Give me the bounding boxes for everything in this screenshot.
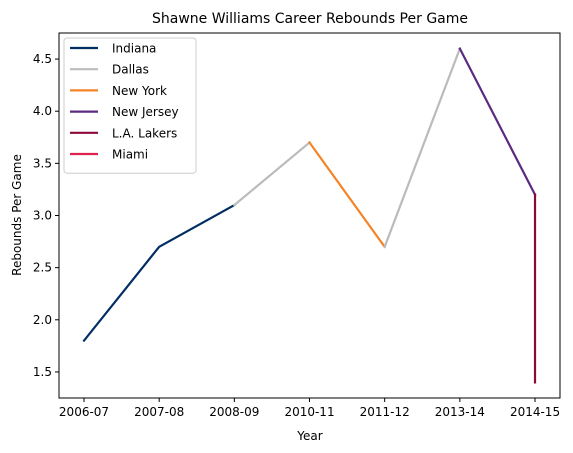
x-tick-label: 2006-07 (59, 405, 109, 419)
y-tick-label: 2.5 (33, 261, 52, 275)
y-tick-label: 3.0 (33, 209, 52, 223)
y-tick-label: 1.5 (33, 365, 52, 379)
y-tick-label: 2.0 (33, 313, 52, 327)
legend-label: Miami (112, 148, 148, 162)
chart-title: Shawne Williams Career Rebounds Per Game (152, 11, 468, 27)
legend-label: Indiana (112, 42, 156, 56)
plot-area: 2006-07 2007-08 2008-09 2010-11 2011-12 2013-… (33, 32, 561, 419)
legend-label: L.A. Lakers (112, 126, 177, 140)
legend-label: New Jersey (112, 105, 179, 119)
legend: Indiana Dallas New York New Jersey L.A. Lake… (63, 37, 197, 174)
series-line-dallas-3 (383, 47, 462, 249)
x-tick-label: 2008-09 (209, 405, 259, 419)
y-tick-label: 3.5 (33, 156, 52, 170)
series-line-dallas-1 (232, 140, 312, 207)
x-tick-label: 2013-14 (435, 405, 485, 419)
y-tick-label: 4.5 (33, 52, 52, 66)
x-tick-label: 2011-12 (360, 405, 410, 419)
x-tick-label: 2010-11 (284, 405, 334, 419)
series-line-indiana-0 (82, 203, 236, 343)
legend-label: Dallas (112, 63, 149, 77)
y-tick-label: 4.0 (33, 104, 52, 118)
x-tick-label: 2007-08 (134, 405, 184, 419)
x-axis-label: Year (296, 429, 322, 443)
series-line-new-york-2 (307, 140, 387, 249)
legend-box (63, 37, 197, 174)
x-tick-label: 2014-15 (510, 405, 560, 419)
y-axis-label: Rebounds Per Game (10, 154, 24, 276)
series-line-new-jersey-4 (458, 47, 537, 197)
legend-label: New York (112, 84, 167, 98)
